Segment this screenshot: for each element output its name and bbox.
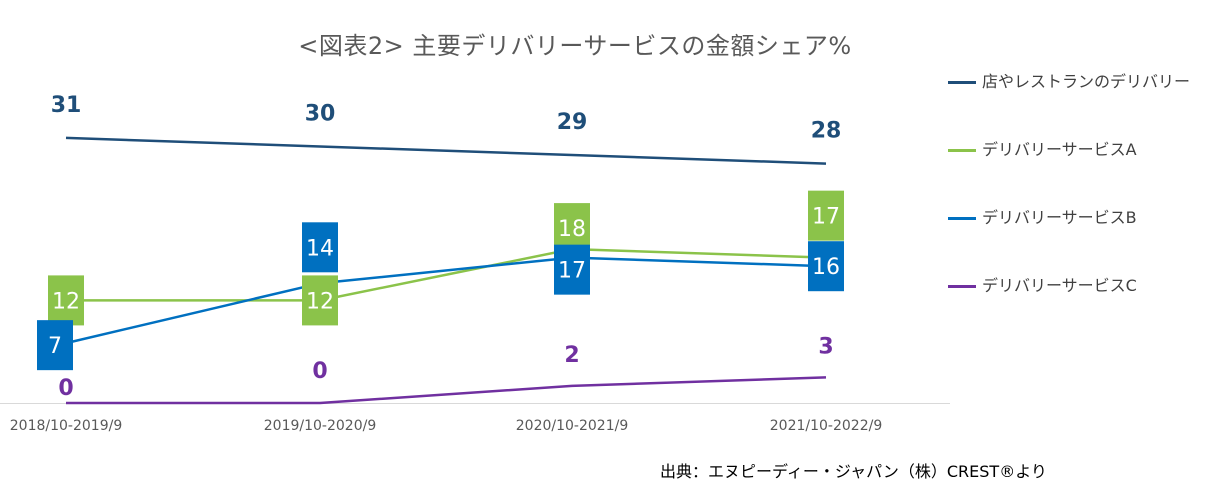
- data-label: 31: [51, 93, 82, 118]
- data-label: 0: [58, 376, 73, 401]
- x-tick-label: 2018/10-2019/9: [10, 418, 122, 434]
- data-label: 18: [558, 217, 586, 242]
- data-label: 16: [812, 255, 840, 280]
- data-label: 7: [48, 334, 62, 359]
- x-tick-label: 2020/10-2021/9: [516, 418, 628, 434]
- data-label: 3: [818, 334, 833, 359]
- series-line-1: [65, 136, 827, 165]
- data-label: 30: [305, 102, 336, 127]
- chart-title: <図表2> 主要デリバリーサービスの金額シェア%: [298, 32, 852, 60]
- x-tick-label: 2021/10-2022/9: [770, 418, 882, 434]
- data-label: 28: [811, 119, 842, 144]
- data-label: 17: [558, 259, 586, 284]
- legend-swatch: [948, 149, 976, 152]
- legend-swatch: [948, 81, 976, 84]
- data-label: 0: [312, 359, 327, 384]
- data-label-box: [37, 320, 73, 371]
- data-label: 2: [564, 343, 579, 368]
- data-label-box: [808, 241, 844, 292]
- data-label: 12: [306, 289, 334, 314]
- legend-label: デリバリーサービスB: [982, 208, 1137, 227]
- legend-swatch: [948, 217, 976, 220]
- data-label-box: [48, 275, 84, 326]
- data-label-box: [808, 190, 844, 241]
- series-line-3: [65, 256, 827, 345]
- legend-label: デリバリーサービスA: [982, 140, 1137, 159]
- data-label-box: [302, 275, 338, 326]
- series-line-4: [66, 376, 827, 405]
- data-label: 12: [52, 289, 80, 314]
- legend-swatch: [948, 285, 976, 288]
- data-label-box: [554, 244, 590, 295]
- legend-label: 店やレストランのデリバリー: [982, 72, 1191, 91]
- source-note: 出典：エヌピーディー・ジャパン（株）CREST®より: [660, 462, 1047, 481]
- data-label: 29: [557, 110, 588, 135]
- data-label-box: [302, 222, 338, 273]
- x-tick-label: 2019/10-2020/9: [264, 418, 376, 434]
- data-label: 14: [306, 236, 334, 261]
- data-label: 17: [812, 205, 840, 230]
- legend-label: デリバリーサービスC: [982, 276, 1137, 295]
- series-line-2: [66, 247, 827, 302]
